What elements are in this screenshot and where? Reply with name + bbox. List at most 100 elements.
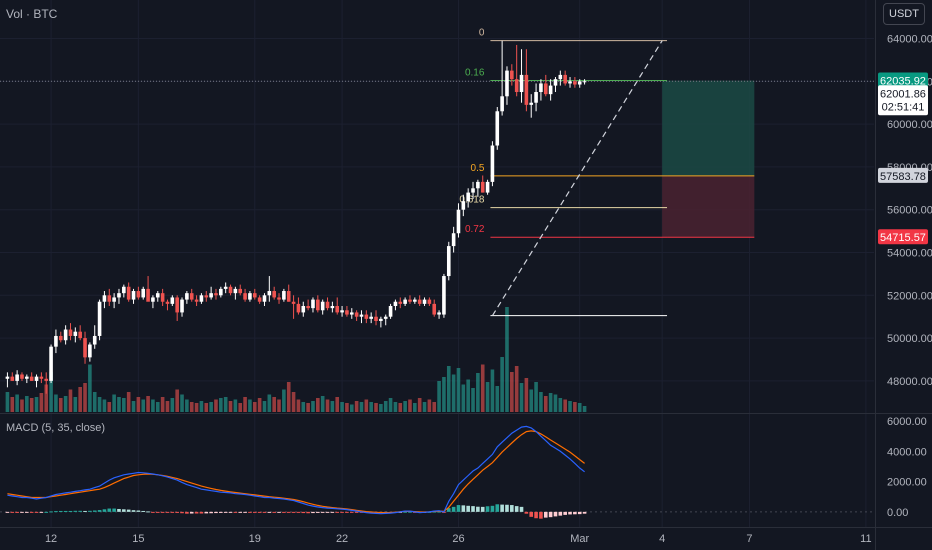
candle-body	[505, 70, 509, 97]
macd-histogram-bar	[175, 511, 179, 513]
macd-histogram-bar	[558, 511, 563, 516]
macd-histogram-bar	[68, 510, 73, 512]
macd-histogram-bar	[495, 504, 500, 512]
volume-bar	[311, 401, 315, 412]
price-badge	[878, 167, 928, 183]
profit-zone[interactable]	[662, 80, 755, 176]
candle-body	[398, 301, 403, 304]
volume-bar	[432, 402, 437, 412]
macd-histogram-bar	[223, 511, 228, 513]
candle-body	[83, 338, 87, 358]
macd-histogram-bar	[160, 511, 165, 513]
volume-bar	[209, 402, 213, 412]
volume-bar	[20, 399, 24, 412]
candle-body	[539, 83, 543, 93]
fib-trend-line[interactable]	[491, 40, 663, 316]
volume-bar	[243, 397, 247, 412]
price-badge	[878, 72, 928, 88]
time-tick-label: 12	[45, 533, 57, 545]
macd-histogram-bar	[107, 508, 112, 512]
candle-body	[354, 312, 359, 317]
macd-histogram-bar	[461, 505, 466, 512]
volume-bar	[238, 403, 243, 412]
candle-body	[112, 297, 116, 302]
volume-bar	[92, 392, 97, 412]
macd-histogram-bar	[563, 511, 567, 515]
candle-body	[553, 79, 558, 86]
candle-body	[199, 295, 204, 302]
candle-body	[49, 346, 53, 381]
volume-bar	[107, 402, 112, 412]
volume-bar	[233, 399, 238, 412]
time-tick-label: 7	[746, 533, 752, 545]
macd-histogram-bar	[257, 511, 262, 513]
candle-body	[204, 295, 209, 298]
macd-histogram-bar	[345, 511, 349, 513]
last-price-label: 62001.86	[880, 88, 926, 100]
macd-histogram-bar	[252, 511, 257, 513]
volume-bar	[403, 401, 407, 412]
candle-body	[189, 293, 194, 300]
loss-zone[interactable]	[662, 175, 755, 238]
macd-tick-label: 0.00	[887, 507, 908, 519]
candle-body	[219, 288, 223, 296]
macd-histogram-bar	[97, 510, 102, 512]
macd-indicator-label[interactable]: MACD (5, 35, close)	[6, 422, 106, 434]
volume-bar	[442, 377, 446, 412]
volume-bar	[78, 387, 82, 412]
candle-body	[92, 335, 97, 345]
macd-histogram-bar	[311, 511, 315, 514]
volume-bar	[490, 369, 495, 412]
candle-body	[349, 312, 354, 315]
volume-bar	[146, 396, 150, 412]
time-tick-label: Mar	[570, 533, 589, 545]
macd-histogram-bar	[136, 510, 141, 512]
candle-body	[20, 374, 24, 379]
macd-histogram-bar	[582, 511, 587, 514]
candle-body	[519, 74, 524, 93]
macd-histogram-bar	[301, 511, 306, 514]
candle-body	[500, 96, 504, 112]
fib-level-label: 0	[479, 28, 485, 39]
volume-bar	[539, 392, 543, 412]
candle-body	[248, 293, 252, 300]
candle-body	[335, 306, 340, 313]
candle-body	[485, 181, 490, 193]
volume-bar	[83, 383, 87, 412]
volume-bar	[349, 404, 354, 412]
candle-body	[359, 314, 364, 317]
candle-body	[286, 291, 291, 302]
candle-body	[524, 74, 529, 105]
candle-body	[68, 329, 73, 336]
currency-button[interactable]: USDT	[883, 3, 925, 25]
macd-histogram-bar	[262, 511, 267, 513]
macd-histogram-bar	[54, 511, 58, 513]
macd-histogram-bar	[15, 511, 19, 513]
macd-histogram-bar	[325, 511, 330, 513]
candle-body	[476, 181, 480, 189]
candle-body	[243, 293, 247, 300]
macd-histogram-bar	[471, 506, 475, 512]
macd-histogram-bar	[112, 508, 116, 512]
macd-histogram-bar	[44, 511, 49, 513]
macd-histogram-bar	[102, 509, 107, 512]
volume-bar	[471, 388, 475, 412]
time-tick-label: 22	[336, 533, 348, 545]
volume-bar	[495, 386, 500, 412]
candle-body	[442, 276, 446, 315]
candle-body	[471, 188, 475, 193]
macd-histogram-bar	[5, 511, 10, 513]
candle-body	[340, 310, 344, 313]
macd-histogram-bar	[88, 510, 92, 512]
macd-histogram-bar	[73, 510, 78, 512]
volume-bar	[320, 396, 325, 412]
volume-bar	[548, 393, 553, 412]
candle-body	[228, 286, 233, 294]
macd-tick-label: 6000.00	[887, 416, 927, 428]
candle-body	[214, 293, 218, 296]
candle-body	[437, 312, 441, 315]
macd-histogram-bar	[306, 511, 310, 514]
candle-body	[461, 201, 466, 210]
volume-bar	[286, 382, 291, 412]
